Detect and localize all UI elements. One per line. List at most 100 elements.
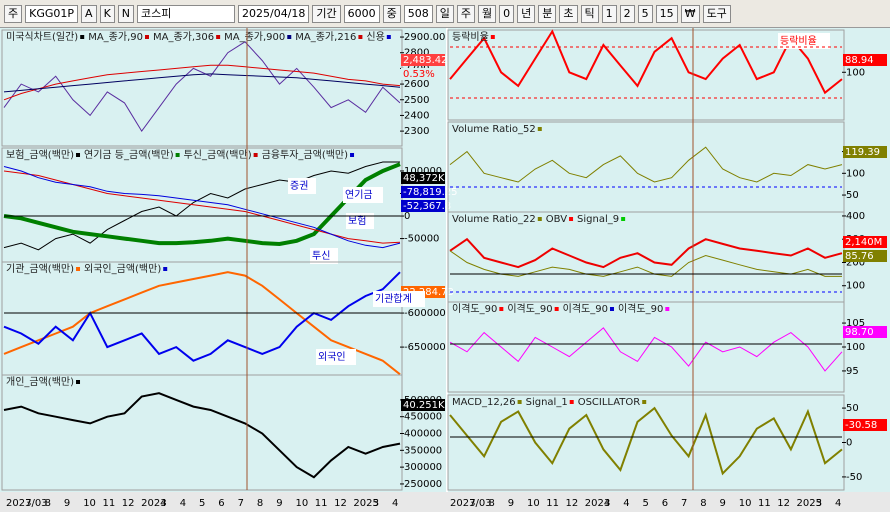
y-tick-label: -50 — [846, 472, 862, 483]
panel-border — [1, 29, 403, 147]
legend-swatch — [358, 35, 363, 39]
legend-entry: Volume Ratio_22 — [452, 214, 536, 225]
toolbar-item[interactable]: 년 — [517, 4, 536, 23]
value-box-text: 88.94 — [845, 55, 874, 66]
y-tick-label: 50 — [846, 190, 859, 201]
series-line — [3, 73, 401, 93]
x-tick-label: 6 — [662, 498, 668, 509]
x-tick-label: 4 — [623, 498, 629, 509]
series-line — [449, 29, 843, 95]
legend-swatch — [609, 307, 614, 311]
value-box-text: 85.76 — [845, 251, 874, 262]
toolbar-item[interactable]: 틱 — [580, 4, 599, 23]
annotation-bg — [316, 349, 356, 365]
annotation-bg — [288, 178, 316, 194]
x-tick-label: 7 — [25, 498, 31, 509]
toolbar-item[interactable]: ₩ — [680, 4, 700, 23]
value-box — [401, 200, 445, 212]
legend-entry: MA_종가,306 — [153, 31, 214, 43]
toolbar-item[interactable]: 15 — [655, 4, 678, 23]
series-line — [449, 327, 843, 372]
series-line — [3, 161, 400, 251]
y-tick-label: 400 — [846, 211, 865, 222]
toolbar-item[interactable]: A — [81, 4, 97, 23]
y-tick-label: 100 — [846, 67, 865, 78]
toolbar-item[interactable]: 코스피 — [137, 4, 236, 23]
legend-entry: MA_종가,90 — [88, 31, 143, 43]
toolbar-item[interactable]: 0 — [499, 4, 515, 23]
toolbar-item[interactable]: 중 — [382, 4, 401, 23]
annotation: 등락비율 — [780, 35, 817, 47]
toolbar-item[interactable]: 1 — [601, 4, 617, 23]
legend-swatch — [517, 400, 522, 404]
value-box-text: 98.70 — [845, 327, 874, 338]
y-tick-label: 2600 — [404, 79, 429, 90]
value-box-text: -52,367.8 — [403, 201, 451, 212]
toolbar-item[interactable]: 일 — [435, 4, 454, 23]
y-tick-label: 2400 — [404, 110, 429, 121]
legend-swatch — [76, 153, 81, 157]
x-tick-label: 2025 — [797, 498, 822, 509]
toolbar-item[interactable]: 초 — [559, 4, 578, 23]
toolbar-item[interactable]: 주 — [456, 4, 476, 23]
x-tick-label: 9 — [64, 498, 70, 509]
legend-entry: 신용 — [366, 31, 384, 43]
toolbar-item[interactable]: N — [117, 4, 135, 23]
toolbar-item[interactable]: 5 — [637, 4, 653, 23]
y-tick-label: -650000 — [404, 342, 446, 353]
toolbar-item[interactable]: 2 — [619, 4, 635, 23]
x-tick-label: 7 — [469, 498, 475, 509]
x-tick-label: 10 — [296, 498, 309, 509]
value-box — [401, 68, 445, 80]
value-box — [843, 236, 887, 248]
series-line — [3, 166, 401, 249]
y-tick-label: 0 — [404, 211, 410, 222]
legend-entry: Signal_9 — [577, 214, 619, 225]
legend-entry: 보험_금액(백만) — [6, 149, 74, 161]
x-tick-label: 2025 — [353, 498, 378, 509]
toolbar-item[interactable]: K — [99, 4, 115, 23]
toolbar-item[interactable]: KGG01P — [25, 4, 79, 23]
y-tick-label: 100000 — [404, 166, 442, 177]
legend-entry: OSCILLATOR — [578, 397, 641, 408]
toolbar-item[interactable]: 기간 — [312, 4, 341, 23]
x-tick-label: 2024 — [585, 498, 610, 509]
legend-swatch — [287, 35, 292, 39]
series-line — [3, 392, 401, 479]
annotation: 투신 — [312, 250, 330, 262]
annotation: 보험 — [348, 215, 366, 227]
x-tick-label: 2023/03 — [450, 498, 492, 509]
series-line — [3, 271, 401, 362]
toolbar-item[interactable]: 508 — [403, 4, 433, 23]
toolbar-item[interactable]: 6000 — [343, 4, 380, 23]
x-tick-label: 7 — [238, 498, 244, 509]
value-box-text: 0.53% — [403, 69, 435, 80]
value-box — [401, 172, 445, 184]
toolbar-item[interactable]: 2025/04/18 — [238, 4, 310, 23]
x-tick-label: 10 — [83, 498, 96, 509]
y-tick-label: 100 — [846, 168, 865, 179]
legend-entry: Volume Ratio_52 — [452, 124, 536, 135]
y-tick-label: 100 — [846, 281, 865, 292]
x-tick-label: 8 — [700, 498, 706, 509]
legend-entry: 연기금 등_금액(백만) — [84, 149, 174, 161]
value-box — [401, 54, 445, 66]
toolbar-item[interactable]: 도구 — [702, 4, 731, 23]
toolbar-item[interactable]: 월 — [478, 4, 497, 23]
legend-swatch — [216, 35, 221, 39]
legend-swatch — [76, 380, 81, 384]
toolbar-item[interactable]: 주 — [4, 4, 23, 23]
x-tick-label: 12 — [777, 498, 790, 509]
y-tick-label: 300000 — [404, 462, 442, 473]
legend-entry: MA_종가,900 — [224, 31, 285, 43]
toolbar-item[interactable]: 분 — [538, 4, 557, 23]
y-tick-label: 95 — [846, 366, 859, 377]
x-tick-label: 12 — [334, 498, 347, 509]
value-box-text: 48,372K — [403, 173, 445, 184]
value-box — [843, 326, 887, 338]
legend-swatch — [490, 35, 495, 39]
value-box — [843, 54, 887, 66]
value-box — [843, 419, 887, 431]
charts: 2900.00280027002600250024002300미국식차트(일간)… — [0, 28, 890, 512]
